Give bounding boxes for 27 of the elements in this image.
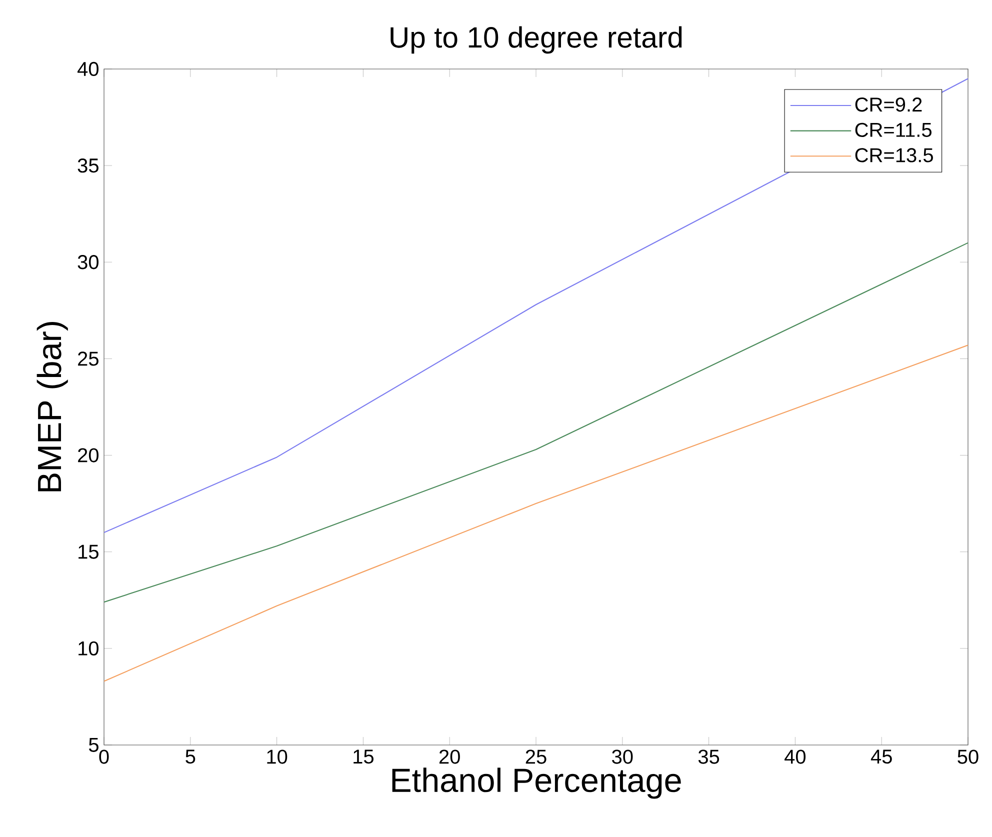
x-tick-label: 15	[354, 750, 374, 764]
y-tick-label: 10	[78, 641, 98, 656]
y-axis-title: BMEP (bar)	[36, 322, 68, 492]
y-tick-label: 25	[78, 352, 98, 366]
x-tick-label: 25	[526, 750, 546, 764]
x-tick-label: 5	[186, 750, 196, 764]
x-tick-label: 40	[784, 750, 806, 764]
legend-label: CR=13.5	[855, 148, 933, 162]
legend-label: CR=11.5	[855, 122, 932, 137]
chart-title: Up to 10 degree retard	[390, 26, 682, 54]
line-series	[104, 242, 968, 603]
x-axis-title: Ethanol Percentage	[392, 768, 681, 799]
x-tick-label: 50	[958, 750, 978, 764]
line-series	[104, 344, 968, 682]
y-tick-label: 35	[78, 158, 98, 173]
x-tick-label: 10	[267, 750, 288, 764]
x-tick-label: 0	[99, 750, 109, 764]
y-tick-label: 15	[78, 544, 98, 559]
y-tick-label: 30	[78, 255, 98, 270]
x-tick-label: 45	[870, 750, 892, 764]
y-tick-label: 5	[88, 738, 98, 752]
y-tick-label: 40	[78, 62, 98, 76]
x-tick-label: 20	[439, 750, 460, 764]
y-tick-label: 20	[78, 448, 98, 462]
x-tick-label: 30	[612, 750, 633, 764]
legend-label: CR=9.2	[855, 98, 922, 112]
x-tick-label: 35	[698, 750, 720, 764]
